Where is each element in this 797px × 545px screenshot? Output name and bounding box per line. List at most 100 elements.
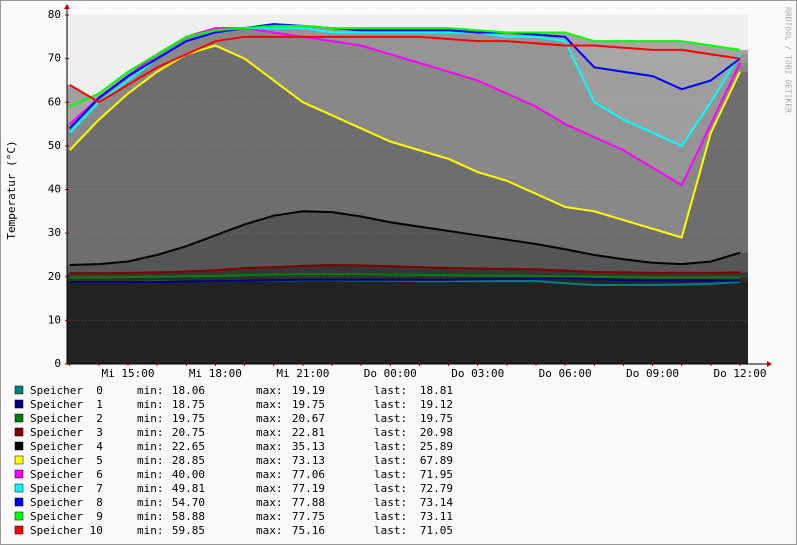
series-line bbox=[68, 23, 741, 130]
stat-value: 72.79 bbox=[420, 482, 453, 495]
y-tick-label: 80 bbox=[48, 8, 61, 21]
x-tick-label: Mi 18:00 bbox=[189, 367, 242, 380]
stat-label: min: bbox=[137, 426, 164, 439]
stat-value: 77.19 bbox=[292, 482, 325, 495]
stat-value: 18.75 bbox=[172, 398, 205, 411]
legend-swatch bbox=[14, 525, 24, 535]
stat-value: 59.85 bbox=[172, 524, 205, 537]
stat-label: last: bbox=[374, 482, 407, 495]
y-tick-label: 50 bbox=[48, 139, 61, 152]
x-arrow bbox=[767, 361, 772, 367]
stat-label: min: bbox=[137, 384, 164, 397]
legend-name: Speicher 5 bbox=[30, 454, 103, 467]
x-tick-label: Do 03:00 bbox=[451, 367, 504, 380]
stat-label: last: bbox=[374, 426, 407, 439]
y-tick-label: 0 bbox=[54, 357, 61, 370]
legend-name: Speicher 6 bbox=[30, 468, 103, 481]
stat-value: 22.65 bbox=[172, 440, 205, 453]
series-line bbox=[69, 35, 741, 104]
stat-label: last: bbox=[374, 384, 407, 397]
stat-label: min: bbox=[137, 398, 164, 411]
stat-value: 73.13 bbox=[292, 454, 325, 467]
stat-label: last: bbox=[374, 412, 407, 425]
series-line bbox=[69, 263, 741, 275]
legend-swatch bbox=[14, 511, 24, 521]
stat-value: 77.06 bbox=[292, 468, 325, 481]
stat-label: max: bbox=[256, 398, 283, 411]
stat-value: 19.75 bbox=[420, 412, 453, 425]
stat-label: max: bbox=[256, 524, 283, 537]
legend-swatch bbox=[14, 441, 24, 451]
stat-value: 58.88 bbox=[172, 510, 205, 523]
y-arrow bbox=[64, 4, 70, 9]
y-tick-label: 70 bbox=[48, 52, 61, 65]
stat-label: max: bbox=[256, 482, 283, 495]
stat-label: last: bbox=[374, 454, 407, 467]
stat-label: max: bbox=[256, 426, 283, 439]
series-line bbox=[69, 210, 741, 266]
stat-label: max: bbox=[256, 412, 283, 425]
legend-swatch bbox=[14, 399, 24, 409]
x-tick-label: Mi 21:00 bbox=[276, 367, 329, 380]
legend-name: Speicher 2 bbox=[30, 412, 103, 425]
stat-label: max: bbox=[256, 496, 283, 509]
stat-label: max: bbox=[256, 440, 283, 453]
stat-label: min: bbox=[137, 440, 164, 453]
stat-value: 18.06 bbox=[172, 384, 205, 397]
stat-value: 19.75 bbox=[292, 398, 325, 411]
stat-value: 77.88 bbox=[292, 496, 325, 509]
legend-name: Speicher 8 bbox=[30, 496, 103, 509]
stat-label: last: bbox=[374, 468, 407, 481]
stat-label: last: bbox=[374, 398, 407, 411]
stat-value: 19.19 bbox=[292, 384, 325, 397]
stat-value: 73.11 bbox=[420, 510, 453, 523]
x-tick-label: Do 12:00 bbox=[714, 367, 767, 380]
legend-swatch bbox=[14, 413, 24, 423]
stat-label: min: bbox=[137, 482, 164, 495]
legend-swatch bbox=[14, 427, 24, 437]
x-tick-label: Mi 15:00 bbox=[102, 367, 155, 380]
stat-value: 20.67 bbox=[292, 412, 325, 425]
legend-name: Speicher 0 bbox=[30, 384, 103, 397]
y-tick-label: 10 bbox=[48, 313, 61, 326]
stat-value: 67.89 bbox=[420, 454, 453, 467]
watermark: RRDTOOL / TOBI OETIKER bbox=[784, 7, 793, 113]
x-tick-label: Do 09:00 bbox=[626, 367, 679, 380]
stat-value: 71.95 bbox=[420, 468, 453, 481]
stat-value: 25.89 bbox=[420, 440, 453, 453]
y-tick-label: 20 bbox=[48, 270, 61, 283]
legend-swatch bbox=[14, 455, 24, 465]
legend-swatch bbox=[14, 469, 24, 479]
legend-name: Speicher 1 bbox=[30, 398, 103, 411]
stat-label: last: bbox=[374, 496, 407, 509]
stat-label: last: bbox=[374, 524, 407, 537]
stat-label: min: bbox=[137, 468, 164, 481]
stat-value: 20.98 bbox=[420, 426, 453, 439]
stat-value: 71.05 bbox=[420, 524, 453, 537]
legend-name: Speicher 7 bbox=[30, 482, 103, 495]
stat-label: max: bbox=[256, 510, 283, 523]
area bbox=[67, 280, 748, 364]
stat-label: max: bbox=[256, 468, 283, 481]
stat-label: max: bbox=[256, 454, 283, 467]
stat-value: 28.85 bbox=[172, 454, 205, 467]
stat-label: min: bbox=[137, 524, 164, 537]
x-tick-label: Do 06:00 bbox=[539, 367, 592, 380]
stat-value: 77.75 bbox=[292, 510, 325, 523]
series-line bbox=[69, 277, 740, 283]
series-line bbox=[69, 273, 740, 279]
stat-value: 49.81 bbox=[172, 482, 205, 495]
legend-name: Speicher 4 bbox=[30, 440, 103, 453]
legend-name: Speicher 10 bbox=[30, 524, 103, 537]
legend-name: Speicher 9 bbox=[30, 510, 103, 523]
y-tick-label: 60 bbox=[48, 95, 61, 108]
legend-name: Speicher 3 bbox=[30, 426, 103, 439]
stat-value: 20.75 bbox=[172, 426, 205, 439]
stat-label: min: bbox=[137, 510, 164, 523]
y-tick-label: 30 bbox=[48, 226, 61, 239]
stat-value: 35.13 bbox=[292, 440, 325, 453]
legend-swatch bbox=[14, 483, 24, 493]
stat-value: 19.12 bbox=[420, 398, 453, 411]
stat-label: min: bbox=[137, 496, 164, 509]
